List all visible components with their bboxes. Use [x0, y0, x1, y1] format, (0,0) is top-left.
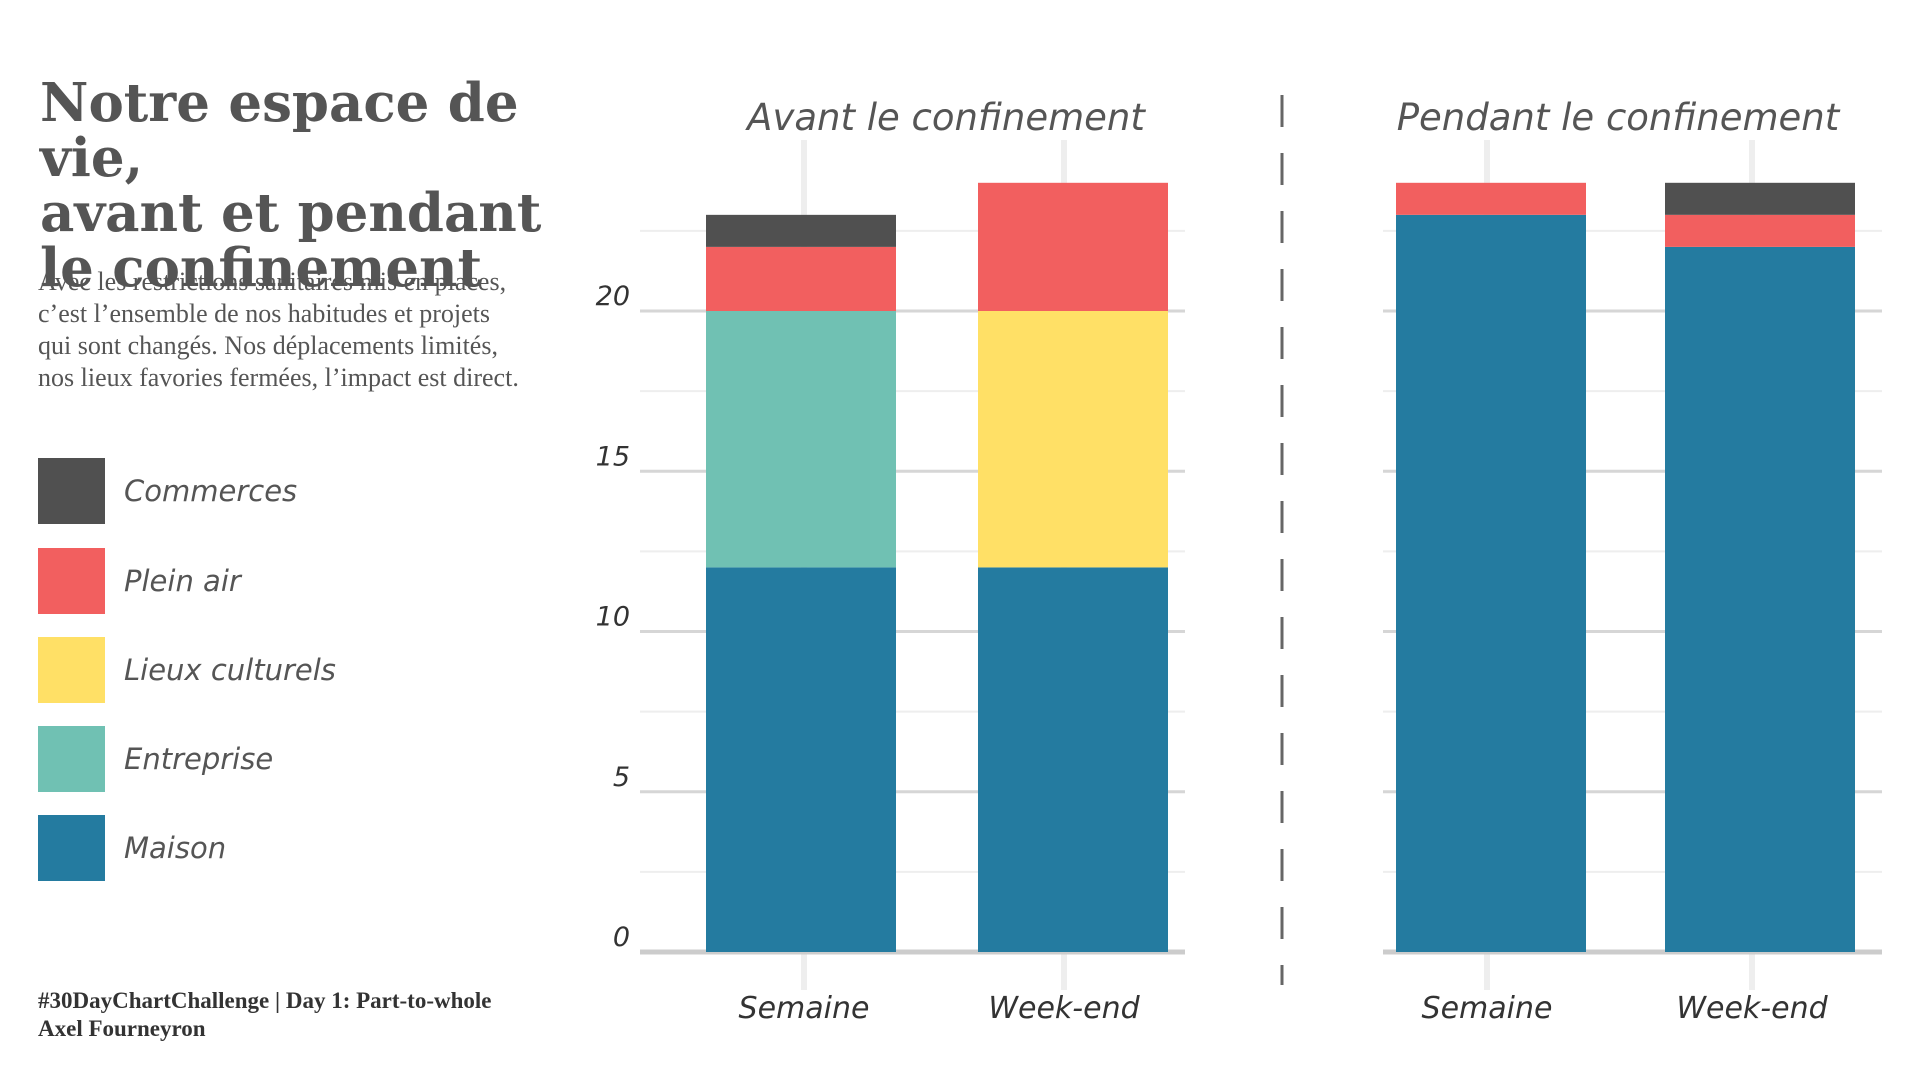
bar-segment-maison — [706, 567, 896, 952]
legend-swatch — [38, 637, 105, 703]
subtitle-line: c’est l’ensemble de nos habitudes et pro… — [38, 299, 490, 328]
legend-label: Maison — [124, 831, 227, 865]
y-tick-label: 10 — [596, 602, 630, 633]
legend-item-maison: Maison — [38, 815, 438, 881]
x-tick-label: Semaine — [739, 991, 870, 1026]
legend-swatch — [38, 815, 105, 881]
panel-title: Pendant le confinement — [1397, 96, 1841, 139]
caption: #30DayChartChallenge | Day 1: Part-to-wh… — [38, 987, 492, 1043]
chart-title: Notre espace de vie, avant et pendant le… — [40, 76, 620, 296]
bar-segment-maison — [978, 567, 1168, 952]
bar-segment-plein-air — [1665, 214, 1855, 247]
legend-swatch — [38, 726, 105, 792]
panel-title: Avant le confinement — [745, 96, 1146, 139]
legend-label: Lieux culturels — [124, 653, 336, 687]
y-tick-label: 20 — [596, 281, 630, 312]
bar-segment-entreprise — [706, 311, 896, 568]
title-line: avant et pendant — [40, 182, 542, 244]
x-tick-label: Week-end — [1676, 991, 1828, 1026]
chart-subtitle: Avec les restrictions sanitaires mis en … — [38, 266, 598, 394]
subtitle-line: nos lieux favories fermées, l’impact est… — [38, 363, 519, 392]
legend-item-commerces: Commerces — [38, 458, 438, 524]
bar-segment-maison — [1665, 246, 1855, 952]
caption-line: Axel Fourneyron — [38, 1016, 206, 1041]
subtitle-line: Avec les restrictions sanitaires mis en … — [38, 267, 507, 296]
legend-label: Commerces — [124, 474, 298, 508]
legend-label: Entreprise — [124, 742, 274, 776]
x-tick-label: Week-end — [988, 991, 1140, 1026]
bar-segment-plein-air — [706, 246, 896, 311]
y-tick-label: 5 — [613, 762, 630, 793]
caption-line: #30DayChartChallenge | Day 1: Part-to-wh… — [38, 988, 492, 1013]
bar-segment-commerces — [1665, 182, 1855, 215]
subtitle-line: qui sont changés. Nos déplacements limit… — [38, 331, 498, 360]
legend-item-plein-air: Plein air — [38, 548, 438, 614]
y-tick-label: 0 — [613, 922, 630, 953]
legend-swatch — [38, 458, 105, 524]
legend-item-lieux-culturels: Lieux culturels — [38, 637, 438, 703]
bar-segment-maison — [1396, 214, 1586, 953]
bar-segment-plein-air — [1396, 182, 1586, 215]
bar-segment-commerces — [706, 214, 896, 247]
legend-swatch — [38, 548, 105, 614]
bar-segment-lieux-culturels — [978, 311, 1168, 568]
bar-segment-plein-air — [978, 182, 1168, 311]
title-line: le confinement — [40, 237, 483, 299]
legend-label: Plein air — [124, 564, 241, 598]
title-line: Notre espace de vie, — [40, 72, 519, 189]
y-tick-label: 15 — [596, 441, 630, 472]
legend-item-entreprise: Entreprise — [38, 726, 438, 792]
x-tick-label: Semaine — [1422, 991, 1553, 1026]
